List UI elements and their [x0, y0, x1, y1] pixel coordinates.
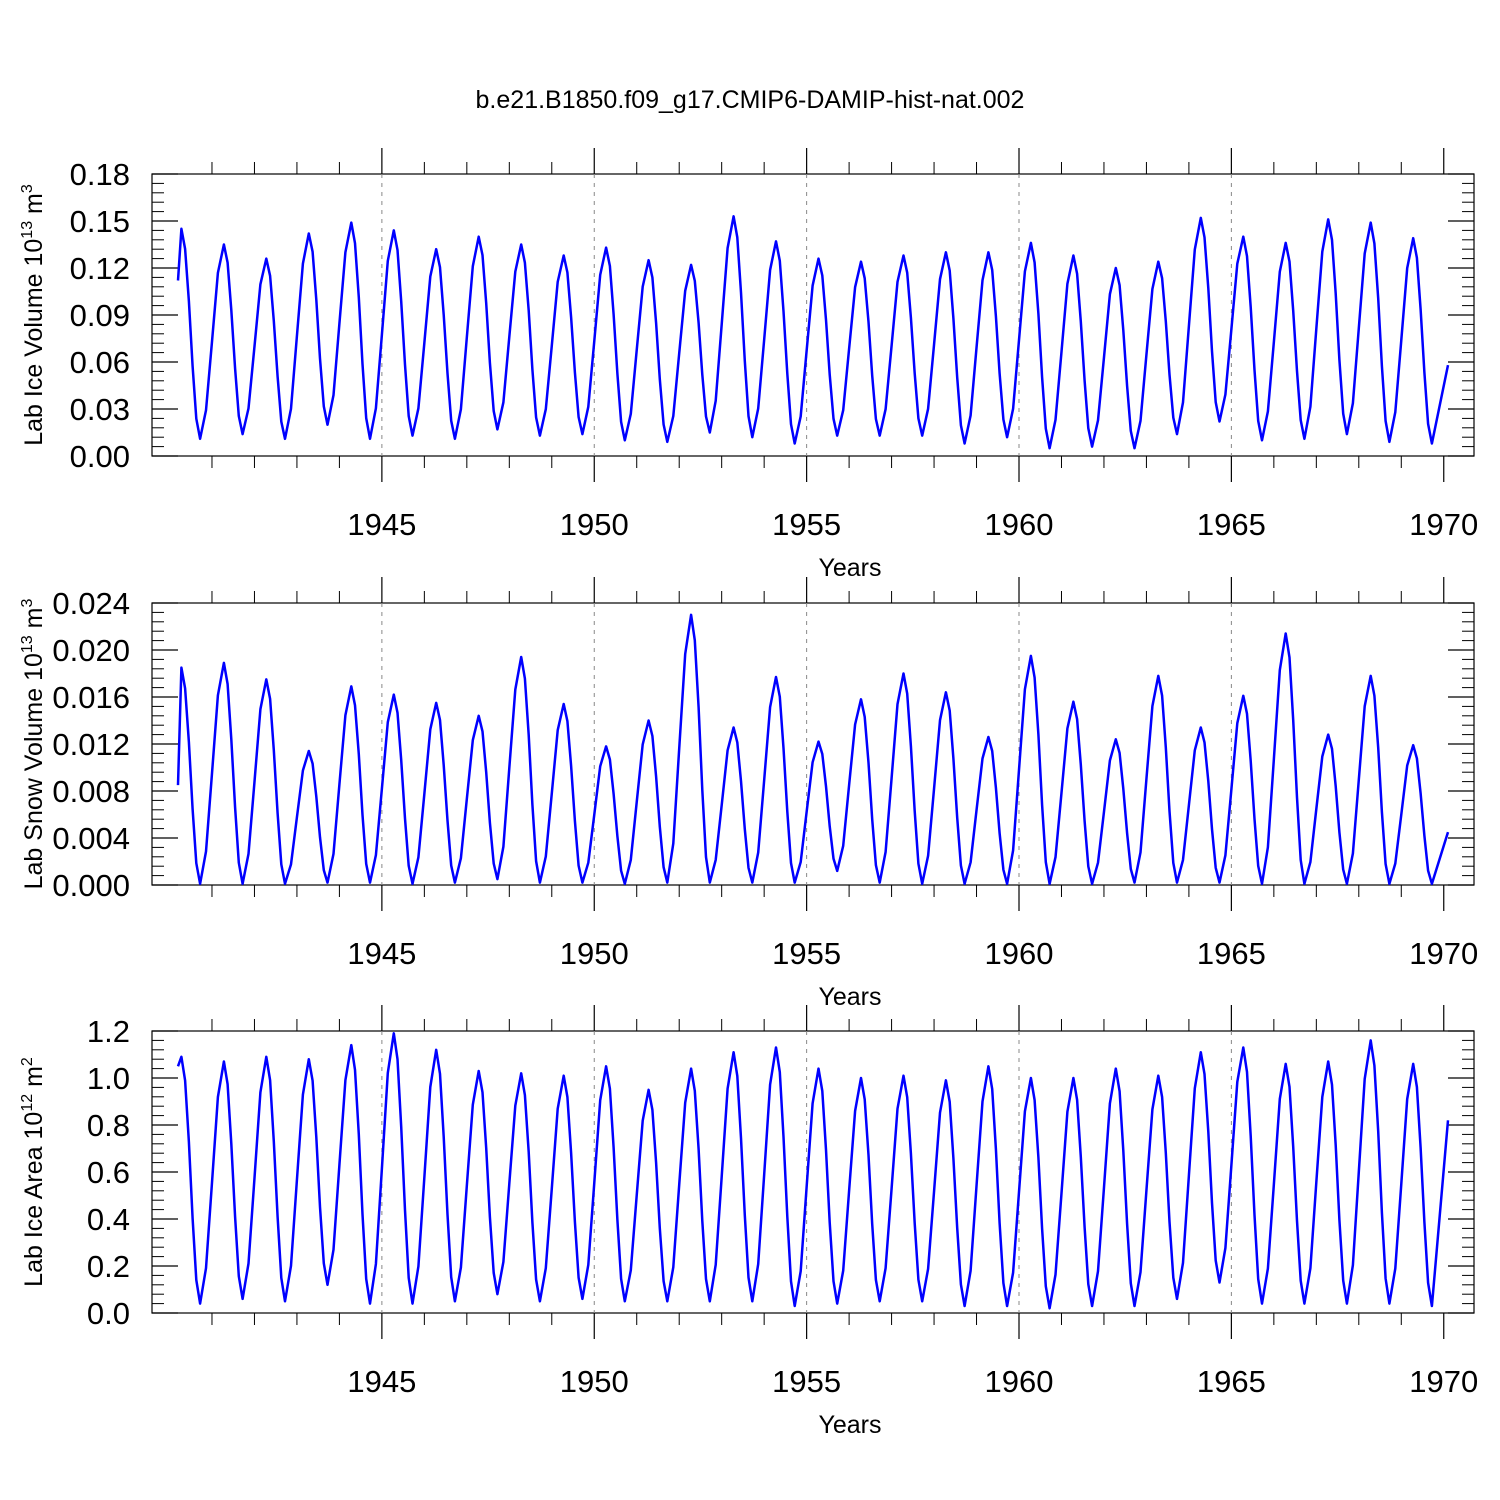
ice-area-ylabel-unit: m — [20, 1066, 48, 1094]
ice-volume-ytick-label: 0.06 — [70, 345, 130, 380]
ice-volume-ylabel: Lab Ice Volume 1013 m3 — [19, 184, 48, 446]
snow-volume-xtick-label: 1950 — [560, 936, 629, 971]
ice-area-xtick-label: 1955 — [772, 1364, 841, 1399]
ice-volume-ylabel-base: Lab Ice Volume 10 — [20, 239, 48, 446]
ice-volume-ylabel-exp: 13 — [19, 221, 36, 239]
ice-area-ytick-label: 0.2 — [87, 1249, 130, 1284]
ice-area-ytick-label: 0.4 — [87, 1202, 130, 1237]
ice-volume-xlabel: Years — [818, 554, 881, 582]
ice-volume-xtick-label: 1955 — [772, 507, 841, 542]
ice-volume-ytick-label: 0.18 — [70, 157, 130, 192]
ice-area-marks: 1945 1950 1955 1960 1965 1970 Years 0.0 0.2 0.4 0.… — [19, 1005, 1478, 1439]
snow-volume-ylabel-unit-exp: 3 — [19, 599, 36, 608]
ice-area-ytick-label: 1.0 — [87, 1061, 130, 1096]
snow-volume-ytick-label: 0.016 — [52, 680, 130, 715]
ice-volume-ylabel-unit: m — [20, 193, 48, 221]
ice-volume-series-line — [176, 215, 1450, 450]
ice-area-ylabel: Lab Ice Area 1012 m2 — [19, 1057, 48, 1287]
snow-volume-xtick-label: 1955 — [772, 936, 841, 971]
snow-volume-ylabel: Lab Snow Volume 1013 m3 — [19, 599, 48, 890]
ice-area-ytick-label: 0.8 — [87, 1108, 130, 1143]
figure-title: b.e21.B1850.f09_g17.CMIP6-DAMIP-hist-nat… — [475, 86, 1025, 114]
ice-volume-xtick-label: 1960 — [985, 507, 1054, 542]
snow-volume-series-line — [176, 613, 1450, 886]
ice-area-xtick-label: 1970 — [1409, 1364, 1478, 1399]
ice-volume-ytick-label: 0.09 — [70, 298, 130, 333]
ice-volume-xtick-label: 1965 — [1197, 507, 1266, 542]
snow-volume-xlabel: Years — [818, 983, 881, 1011]
ice-area-series-line — [176, 1032, 1450, 1310]
snow-volume-ytick-label: 0.020 — [52, 633, 130, 668]
ice-area-xtick-label: 1960 — [985, 1364, 1054, 1399]
ice-area-xtick-label: 1945 — [347, 1364, 416, 1399]
ice-area-ytick-label: 0.6 — [87, 1155, 130, 1190]
ice-area-ylabel-exp: 12 — [19, 1094, 36, 1112]
ice-volume-xtick-label: 1945 — [347, 507, 416, 542]
snow-volume-ylabel-exp: 13 — [19, 635, 36, 653]
snow-volume-ylabel-base: Lab Snow Volume 10 — [20, 653, 48, 889]
ice-volume-xtick-label: 1950 — [560, 507, 629, 542]
snow-volume-ytick-label: 0.000 — [52, 868, 130, 903]
ice-area-ytick-label: 1.2 — [87, 1014, 130, 1049]
snow-volume-xtick-label: 1960 — [985, 936, 1054, 971]
ice-volume-ylabel-unit-exp: 3 — [19, 184, 36, 193]
panel-snow-volume: 1945 1950 1955 1960 1965 1970 Years 0.000 0.004 0… — [19, 577, 1478, 1011]
snow-volume-ytick-label: 0.008 — [52, 774, 130, 809]
snow-volume-xtick-label: 1945 — [347, 936, 416, 971]
ice-volume-ytick-label: 0.15 — [70, 204, 130, 239]
ice-area-ytick-label: 0.0 — [87, 1296, 130, 1331]
ice-area-xlabel: Years — [818, 1411, 881, 1439]
snow-volume-xtick-label: 1970 — [1409, 936, 1478, 971]
ice-area-xtick-label: 1950 — [560, 1364, 629, 1399]
ice-volume-ytick-label: 0.03 — [70, 392, 130, 427]
snow-volume-marks: 1945 1950 1955 1960 1965 1970 Years 0.000 0.004 0… — [19, 577, 1478, 1011]
panel-ice-area: 1945 1950 1955 1960 1965 1970 Years 0.0 0.2 0.4 0.… — [19, 1005, 1478, 1439]
ice-area-ylabel-base: Lab Ice Area 10 — [20, 1112, 48, 1287]
ice-volume-marks: 1945 1950 1955 1960 1965 1970 Years 0.00 0.03 0.0… — [19, 148, 1478, 582]
ice-area-ylabel-unit-exp: 2 — [19, 1057, 36, 1066]
ice-volume-xtick-label: 1970 — [1409, 507, 1478, 542]
ice-area-xtick-label: 1965 — [1197, 1364, 1266, 1399]
snow-volume-ytick-label: 0.012 — [52, 727, 130, 762]
snow-volume-xtick-label: 1965 — [1197, 936, 1266, 971]
panel-ice-volume: 1945 1950 1955 1960 1965 1970 Years 0.00 0.03 0.0… — [19, 148, 1478, 582]
snow-volume-ylabel-unit: m — [20, 608, 48, 636]
ice-volume-ytick-label: 0.12 — [70, 251, 130, 286]
snow-volume-ytick-label: 0.024 — [52, 586, 130, 621]
snow-volume-ytick-label: 0.004 — [52, 821, 130, 856]
ice-volume-ytick-label: 0.00 — [70, 439, 130, 474]
